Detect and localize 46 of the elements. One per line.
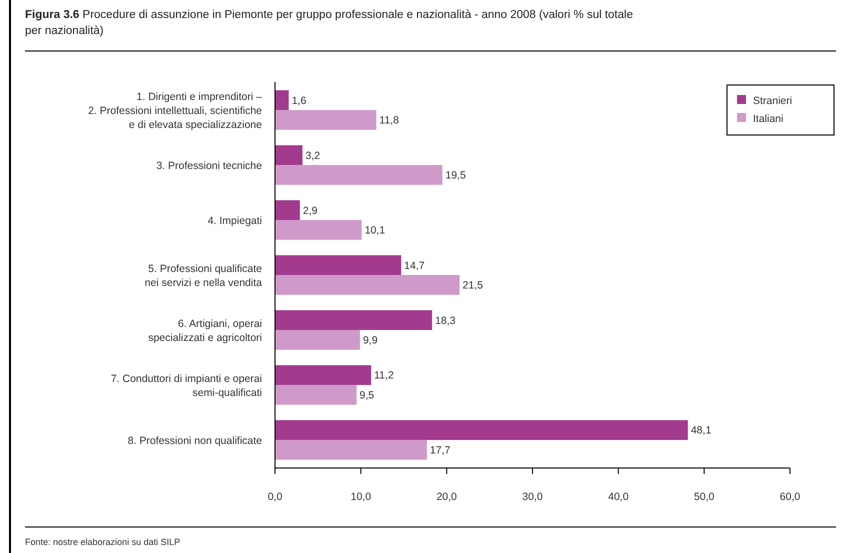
x-tick-label: 30,0 (522, 491, 543, 503)
bar (275, 165, 442, 185)
y-tick-label: 7. Conduttori di impianti e operai semi-qualificati (110, 372, 262, 399)
data-label: 19,5 (445, 170, 466, 182)
bar (275, 365, 372, 385)
x-tick-label: 10,0 (350, 491, 372, 503)
legend-label: Italiani (753, 113, 784, 125)
bar (275, 384, 357, 405)
y-tick-label: 8. Professioni non qualificate (128, 434, 262, 447)
bar (275, 220, 362, 240)
data-label: 9,5 (360, 390, 374, 402)
x-tick-label: 60,0 (780, 491, 800, 503)
data-label: 48,1 (690, 424, 712, 437)
bar (275, 275, 460, 295)
bar (275, 145, 302, 166)
x-tick-label: 0,0 (268, 491, 282, 503)
data-label: 11,2 (374, 370, 394, 382)
bar (275, 440, 427, 460)
data-label: 17,7 (430, 444, 451, 457)
bar (275, 90, 289, 110)
y-tick-label: 3. Professioni tecniche (156, 160, 262, 172)
bar (275, 255, 402, 275)
bar (275, 110, 376, 130)
data-label: 9,9 (362, 334, 378, 347)
data-label: 11,8 (379, 114, 400, 127)
chart-title: Figura 3.6 Procedure di assunzione in Piemonte per gruppo professionale e nazionalità - anno 2008 (valori % sul totale per nazionalità) (25, 9, 633, 37)
bar (275, 200, 300, 220)
data-label: 14,7 (404, 260, 425, 272)
data-label: 1,6 (292, 94, 306, 107)
data-label: 2,9 (302, 204, 318, 217)
data-label: 21,5 (462, 280, 484, 292)
source-note: Fonte: nostre elaborazioni su dati SILP (25, 537, 180, 547)
bar (275, 330, 360, 350)
data-label: 18,3 (435, 314, 456, 327)
data-label: 10,1 (364, 224, 386, 237)
legend-label: Stranieri (753, 95, 792, 107)
y-tick-label: 4. Impiegati (208, 215, 262, 228)
y-tick-label: 1. Dirigenti e imprenditori – 2. Professioni intellettuali, scientifiche e di elevata specializzazione (88, 91, 262, 132)
bar (275, 420, 688, 440)
x-tick-label: 40,0 (608, 491, 629, 503)
bar (275, 310, 432, 330)
y-tick-label: 5. Professioni qualificate nei servizi e nella vendita (144, 263, 262, 289)
x-tick-label: 20,0 (436, 491, 458, 503)
x-tick-label: 50,0 (694, 491, 715, 503)
y-tick-label: 6. Artigiani, operai specializzati e agricoltori (148, 318, 262, 344)
data-label: 3,2 (305, 150, 320, 162)
